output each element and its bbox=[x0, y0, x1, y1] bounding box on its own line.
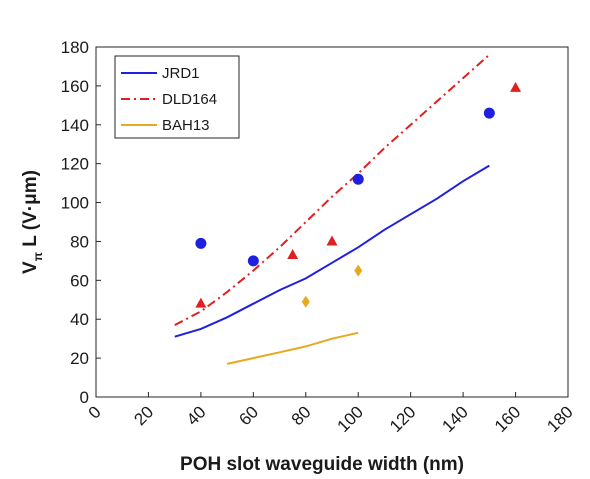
x-tick-label: 80 bbox=[288, 402, 315, 429]
x-tick-label: 0 bbox=[85, 402, 105, 422]
data-point-diamond bbox=[301, 295, 310, 308]
data-point-diamond bbox=[354, 264, 363, 277]
series-line-jrd1 bbox=[174, 164, 490, 338]
y-axis-title-subscript: π bbox=[31, 252, 45, 261]
data-point-triangle bbox=[326, 235, 338, 246]
data-point-circle bbox=[247, 255, 259, 267]
y-tick-label: 140 bbox=[61, 116, 89, 135]
y-axis-title-rest: L (V·μm) bbox=[20, 170, 41, 252]
data-point-triangle bbox=[195, 297, 207, 308]
x-tick-label: 20 bbox=[130, 402, 157, 429]
series-line-bah13 bbox=[226, 331, 359, 365]
data-point-circle bbox=[195, 237, 207, 249]
legend: JRD1 DLD164 BAH13 bbox=[114, 55, 240, 139]
legend-label-bah13: BAH13 bbox=[162, 117, 210, 134]
x-tick-label: 140 bbox=[438, 402, 471, 435]
y-tick-label: 40 bbox=[70, 310, 89, 329]
y-tick-label: 100 bbox=[61, 194, 89, 213]
data-point-triangle bbox=[510, 81, 522, 92]
y-tick-label: 160 bbox=[61, 77, 89, 96]
x-axis-title: POH slot waveguide width (nm) bbox=[180, 454, 464, 475]
data-point-triangle bbox=[287, 249, 299, 260]
y-axis-title-main: V bbox=[20, 261, 41, 274]
legend-label-jrd1: JRD1 bbox=[162, 65, 200, 82]
x-tick-label: 60 bbox=[235, 402, 262, 429]
y-axis-title: Vπ L (V·μm) bbox=[20, 170, 45, 274]
y-tick-label: 60 bbox=[70, 271, 89, 290]
y-tick-label: 80 bbox=[70, 232, 89, 251]
x-tick-label: 180 bbox=[543, 402, 576, 435]
y-tick-label: 0 bbox=[80, 388, 89, 407]
data-point-circle bbox=[352, 173, 364, 185]
x-tick-label: 100 bbox=[334, 402, 367, 435]
series-line-dld164 bbox=[174, 54, 490, 326]
x-tick-label: 160 bbox=[491, 402, 524, 435]
y-tick-label: 180 bbox=[61, 38, 89, 57]
legend-label-dld164: DLD164 bbox=[162, 91, 217, 108]
y-tick-label: 120 bbox=[61, 155, 89, 174]
data-point-circle bbox=[483, 107, 495, 119]
x-tick-label: 40 bbox=[183, 402, 210, 429]
y-tick-label: 20 bbox=[70, 349, 89, 368]
series-layer bbox=[174, 54, 522, 365]
x-tick-label: 120 bbox=[386, 402, 419, 435]
